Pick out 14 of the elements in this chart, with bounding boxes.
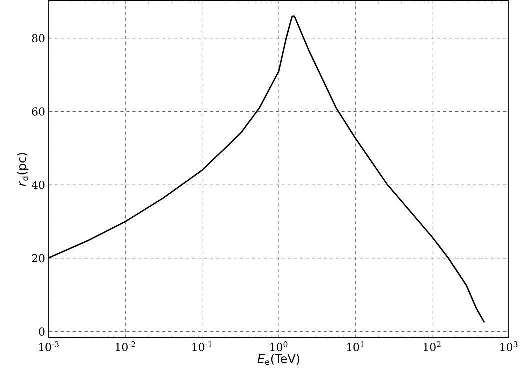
x-tick-label: 10$^{-3}$ (39, 342, 59, 352)
x-tick-label: 10$^{2}$ (424, 342, 441, 352)
y-axis-title: r$_{d}$(pc) (17, 153, 29, 186)
x-tick-label: 10$^{-1}$ (192, 342, 212, 352)
y-tick-label: 80 (32, 34, 45, 43)
y-tick-label: 60 (32, 108, 45, 116)
x-tick-label: 10$^{-2}$ (116, 342, 136, 352)
x-tick-label: 10$^{3}$ (500, 342, 518, 352)
y-tick-label: 0 (39, 328, 45, 336)
y-tick-label: 20 (32, 254, 45, 263)
x-tick-label: 10$^{0}$ (270, 342, 288, 352)
x-tick-label: 10$^{1}$ (347, 342, 364, 352)
x-axis-title: E$_{e}$(TeV) (258, 354, 300, 366)
y-tick-label: 40 (32, 180, 45, 190)
